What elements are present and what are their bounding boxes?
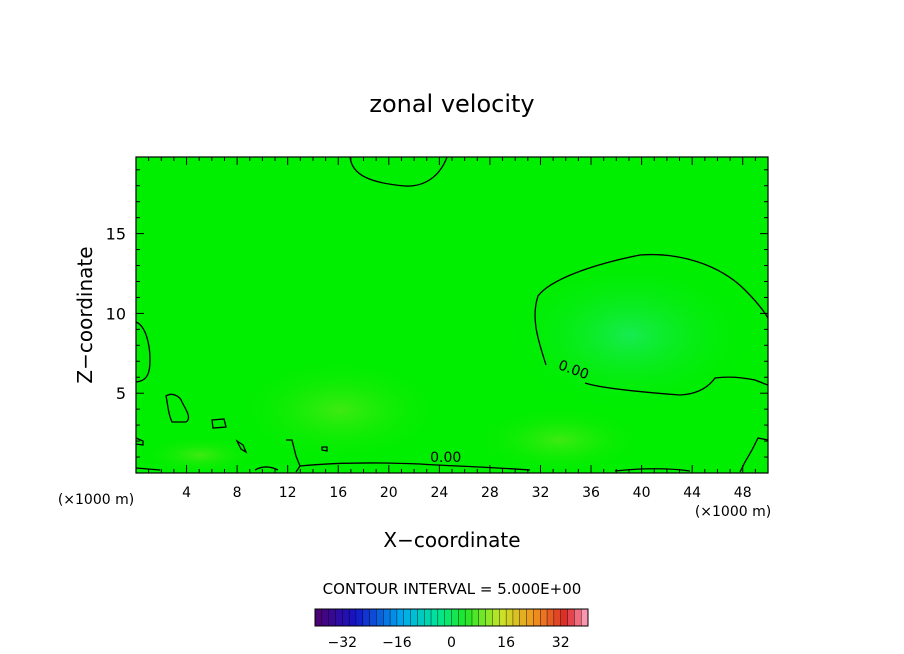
colorbar-cell xyxy=(348,608,357,627)
colorbar-cell xyxy=(458,608,466,627)
contour-line xyxy=(739,437,768,473)
colorbar-cell xyxy=(464,608,473,627)
contour-line xyxy=(299,462,531,471)
positive-velocity-region xyxy=(230,355,450,465)
colorbar-cell xyxy=(526,608,534,627)
colorbar-tick-label: −32 xyxy=(328,635,358,651)
colorbar-cell xyxy=(383,608,391,627)
x-tick-label: 32 xyxy=(532,485,550,501)
x-tick-label: 44 xyxy=(683,485,701,501)
x-tick-label: 24 xyxy=(430,485,448,501)
colorbar-ticks: −32 −16 0 16 32 xyxy=(328,635,570,651)
colorbar xyxy=(314,608,589,627)
chart-title: zonal velocity xyxy=(369,90,534,118)
colorbar-cell xyxy=(355,608,364,627)
contour-interval-text: CONTOUR INTERVAL = 5.000E+00 xyxy=(323,580,582,598)
colorbar-cell xyxy=(430,608,439,627)
colorbar-cell xyxy=(478,608,487,627)
colorbar-tick-label: 32 xyxy=(552,635,570,651)
colorbar-cell xyxy=(396,608,405,627)
colorbar-cell xyxy=(437,608,446,627)
contour-line xyxy=(235,439,248,454)
contour-line xyxy=(136,437,144,446)
x-tick-label: 16 xyxy=(329,485,347,501)
colorbar-cell xyxy=(471,608,480,627)
x-axis-label: X−coordinate xyxy=(383,528,520,552)
contour-line xyxy=(534,253,768,366)
y-axis: 5 10 15 xyxy=(106,169,768,458)
colorbar-cell xyxy=(314,608,323,627)
colorbar-cell xyxy=(417,608,425,627)
x-unit-label-right: (×1000 m) xyxy=(695,504,771,520)
x-tick-label: 36 xyxy=(582,485,600,501)
colorbar-cell xyxy=(403,608,412,627)
colorbar-cell xyxy=(540,608,548,627)
x-tick-label: 12 xyxy=(279,485,297,501)
contour-line xyxy=(254,466,279,471)
colorbar-cell xyxy=(369,608,377,627)
x-tick-label: 28 xyxy=(481,485,499,501)
heatmap-field xyxy=(136,157,768,473)
contour-line xyxy=(165,393,190,423)
contour-line xyxy=(321,446,328,452)
positive-velocity-region xyxy=(470,405,650,473)
x-tick-label: 48 xyxy=(734,485,752,501)
colorbar-tick-label: 0 xyxy=(447,635,456,651)
x-tick-label: 4 xyxy=(182,485,191,501)
contour-line xyxy=(211,418,227,429)
x-tick-label: 20 xyxy=(380,485,398,501)
colorbar-tick-label: 16 xyxy=(497,635,515,651)
colorbar-cell xyxy=(492,608,500,627)
y-tick-label: 5 xyxy=(116,384,126,403)
contour-label: 0.00 xyxy=(430,450,461,466)
colorbar-cell xyxy=(512,608,521,627)
colorbar-cell xyxy=(519,608,528,627)
colorbar-cell xyxy=(485,608,493,627)
contour-line xyxy=(286,439,301,473)
colorbar-cell xyxy=(567,608,575,627)
colorbar-cell xyxy=(424,608,432,627)
colorbar-cell xyxy=(533,608,541,627)
colorbar-frame xyxy=(314,608,589,627)
colorbar-cell xyxy=(342,608,350,627)
contour-line xyxy=(584,376,768,396)
colorbar-cell xyxy=(335,608,343,627)
colorbar-cell xyxy=(451,608,459,627)
x-tick-label: 40 xyxy=(633,485,651,501)
y-axis-label: Z−coordinate xyxy=(73,246,97,383)
colorbar-cell xyxy=(321,608,330,627)
colorbar-cell xyxy=(362,608,371,627)
colorbar-cell xyxy=(499,608,507,627)
contour-line xyxy=(349,157,448,187)
x-axis: 4 8 12 16 20 24 28 32 36 40 44 48 xyxy=(148,157,756,501)
colorbar-cell xyxy=(574,608,582,627)
x-unit-label-left: (×1000 m) xyxy=(58,492,134,508)
colorbar-cell xyxy=(328,608,336,627)
contour-lines xyxy=(136,157,768,473)
colorbar-cell xyxy=(580,608,589,627)
colorbar-cell xyxy=(546,608,555,627)
colorbar-cell xyxy=(389,608,398,627)
colorbar-cell xyxy=(560,608,569,627)
contour-line xyxy=(136,321,151,383)
negative-velocity-region xyxy=(500,255,760,415)
x-tick-label: 8 xyxy=(233,485,242,501)
colorbar-tick-label: −16 xyxy=(382,635,412,651)
colorbar-cell xyxy=(376,608,384,627)
y-tick-label: 10 xyxy=(106,304,126,323)
contour-line xyxy=(136,467,161,471)
positive-velocity-region xyxy=(140,435,260,473)
colorbar-cell xyxy=(553,608,562,627)
contour-line xyxy=(614,468,691,472)
colorbar-cell xyxy=(410,608,418,627)
y-tick-label: 15 xyxy=(106,225,126,244)
colorbar-cell xyxy=(444,608,452,627)
colorbar-cell xyxy=(505,608,514,627)
